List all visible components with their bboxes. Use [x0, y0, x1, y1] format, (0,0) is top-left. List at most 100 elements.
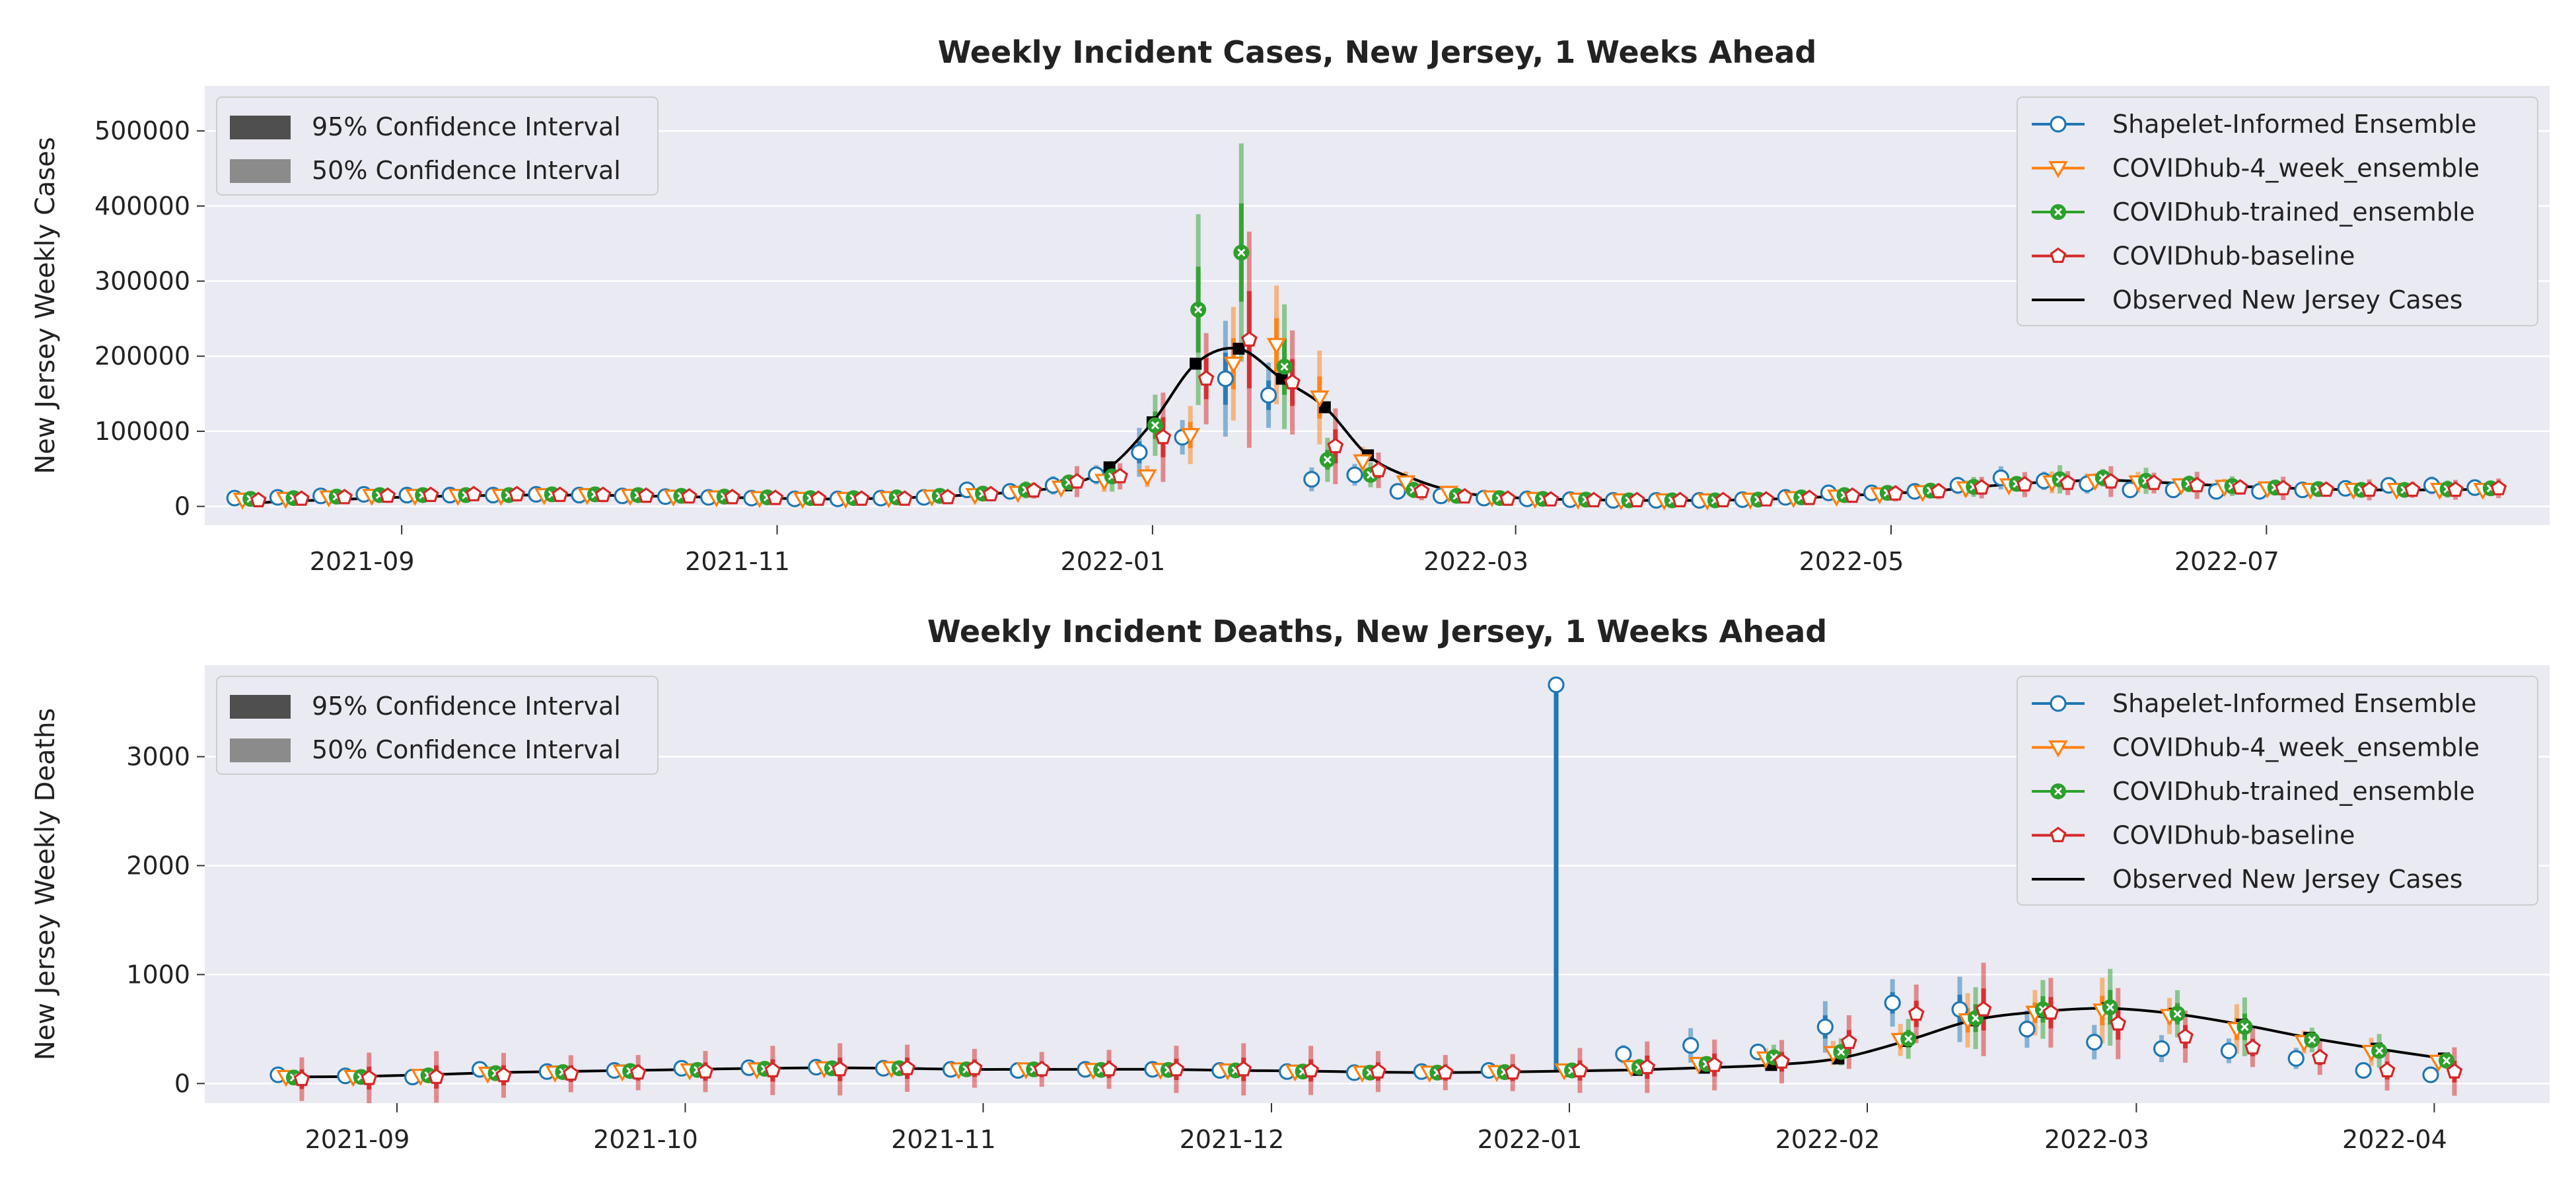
shapelet-point: [1816, 1018, 1834, 1036]
series-legend-frame: [2017, 676, 2538, 906]
interval-legend-label: 95% Confidence Interval: [312, 692, 621, 721]
series-legend-marker: [2048, 740, 2068, 758]
baseline-point: [466, 486, 482, 501]
baseline-point: [810, 490, 827, 506]
baseline-point: [1413, 482, 1430, 499]
cdc4-point: [1223, 356, 1244, 374]
interval-legend-label: 50% Confidence Interval: [312, 735, 621, 764]
series-legend-label: Shapelet-Informed Ensemble: [2112, 110, 2476, 139]
baseline-point: [2059, 474, 2076, 490]
x-tick-label: 2022-04: [2342, 1125, 2447, 1154]
baseline-point: [2177, 1028, 2194, 1044]
baseline-point: [509, 486, 525, 501]
shapelet-point: [2287, 1050, 2305, 1067]
shapelet-point: [1951, 1001, 1968, 1018]
baseline-point: [1841, 1033, 1857, 1050]
baseline-point: [1069, 473, 1085, 489]
shapelet-point: [1615, 1046, 1632, 1063]
baseline-point: [637, 487, 655, 503]
baseline-point: [1672, 491, 1688, 508]
shapelet-point: [1346, 466, 1363, 484]
baseline-point: [1155, 429, 1172, 445]
plot-content: [269, 676, 2463, 1103]
y-tick-label: 3000: [126, 742, 190, 772]
baseline-point: [250, 491, 267, 508]
series-legend: Shapelet-Informed Ensemble COVIDhub-4_wee…: [2017, 96, 2538, 326]
cdc4-point: [1310, 390, 1330, 408]
baseline-point: [1975, 1001, 1992, 1017]
baseline-point: [1542, 491, 1559, 507]
observed-point: [1318, 401, 1331, 414]
baseline-point: [1499, 490, 1517, 506]
y-tick-label: 100000: [94, 417, 190, 446]
baseline-point: [1100, 1060, 1118, 1077]
baseline-point: [594, 486, 612, 503]
baseline-point: [2110, 1015, 2127, 1031]
baseline-point: [1327, 437, 1344, 454]
trained-point-x: [1323, 456, 1332, 464]
shapelet-point: [1389, 483, 1406, 500]
y-tick-label: 2000: [126, 851, 190, 880]
baseline-point: [697, 1063, 714, 1079]
baseline-point: [1241, 331, 1258, 347]
baseline-point: [1284, 374, 1301, 390]
trained-point-x: [2240, 1023, 2249, 1031]
chart-panel-2: 0 1000 2000 3000 2021-09 2021-10 2021-11 2021-1…: [30, 614, 2550, 1154]
cdc4-point: [1137, 469, 1157, 487]
baseline-point: [1033, 1060, 1050, 1077]
x-tick-label: 2022-02: [1775, 1125, 1880, 1154]
baseline-point: [899, 1060, 915, 1075]
shapelet-point: [1548, 676, 1565, 694]
x-tick-label: 2022-03: [1423, 547, 1528, 576]
baseline-point: [2446, 1063, 2463, 1079]
baseline-point: [2244, 1038, 2261, 1055]
baseline-point: [1198, 370, 1215, 386]
series-legend-marker-x: [2054, 207, 2063, 217]
baseline-point: [896, 490, 913, 506]
baseline-point: [1168, 1060, 1185, 1077]
baseline-point: [2232, 479, 2248, 495]
x-tick-label: 2021-12: [1180, 1125, 1285, 1154]
baseline-point: [1639, 1058, 1656, 1075]
baseline-point: [1758, 491, 1775, 507]
baseline-point: [2447, 481, 2464, 497]
cdc4-point: [1353, 454, 1373, 472]
interval-legend-swatch: [230, 159, 291, 183]
baseline-point: [832, 1060, 849, 1077]
baseline-point: [495, 1066, 512, 1083]
baseline-point: [764, 1062, 781, 1078]
y-tick-label: 0: [174, 1069, 190, 1098]
baseline-point: [361, 1069, 378, 1085]
x-tick-label: 2021-10: [593, 1125, 698, 1154]
chart-title: Weekly Incident Cases, New Jersey, 1 Wee…: [938, 34, 1817, 70]
cdc4-point: [1180, 427, 1200, 445]
baseline-point: [724, 488, 740, 505]
trained-point-x: [2308, 1036, 2316, 1044]
baseline-point: [1930, 482, 1947, 499]
baseline-point: [2318, 481, 2335, 497]
series-legend-label: COVIDhub-4_week_ensemble: [2112, 733, 2480, 762]
series-legend-label: COVIDhub-baseline: [2112, 242, 2355, 271]
interval-legend-frame: [216, 96, 659, 196]
baseline-point: [1715, 491, 1732, 508]
shapelet-point: [2355, 1062, 2372, 1079]
series-legend-label: Observed New Jersey Cases: [2112, 865, 2463, 894]
shapelet-point: [1884, 994, 1901, 1011]
y-tick-label: 300000: [94, 267, 190, 296]
shapelet-point: [1682, 1036, 1699, 1054]
series-legend-marker: [2048, 161, 2068, 178]
baseline-point: [966, 1060, 983, 1075]
baseline-point: [293, 1070, 310, 1087]
baseline-point: [1112, 468, 1128, 484]
x-tick-label: 2022-05: [1799, 547, 1904, 576]
chart-title: Weekly Incident Deaths, New Jersey, 1 We…: [927, 614, 1827, 649]
trained-point-x: [2106, 1003, 2114, 1011]
baseline-point: [2379, 1062, 2396, 1078]
baseline-point: [2145, 474, 2163, 490]
shapelet-point: [1260, 386, 1277, 404]
series-legend-marker-x: [2054, 787, 2063, 796]
shapelet-point: [2019, 1021, 2036, 1038]
baseline-point: [2275, 480, 2292, 495]
y-tick-label: 1000: [126, 960, 190, 989]
baseline-point: [1844, 487, 1861, 503]
